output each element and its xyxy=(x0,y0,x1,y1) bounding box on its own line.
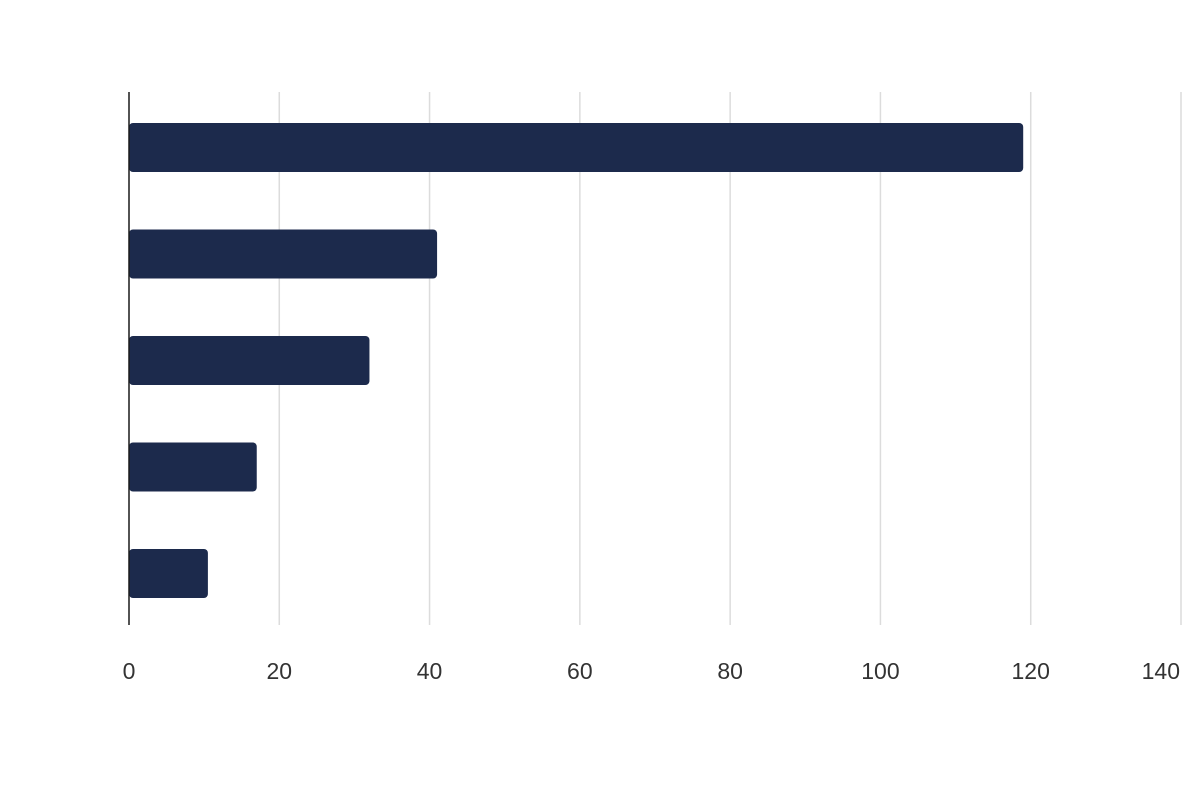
x-tick-label-20: 20 xyxy=(266,658,292,684)
bars xyxy=(129,123,1024,598)
x-tick-label-140: 140 xyxy=(1142,658,1180,684)
x-tick-label-120: 120 xyxy=(1012,658,1050,684)
x-tick-label-100: 100 xyxy=(861,658,899,684)
x-tick-label-80: 80 xyxy=(717,658,743,684)
x-tick-label-40: 40 xyxy=(417,658,443,684)
x-tick-label-0: 0 xyxy=(123,658,136,684)
bar-2 xyxy=(129,229,438,279)
bar-5 xyxy=(129,549,208,598)
gridlines xyxy=(278,92,1182,625)
bar-3 xyxy=(129,336,370,385)
bar-4 xyxy=(129,442,257,492)
bar-1 xyxy=(129,123,1024,172)
x-tick-label-60: 60 xyxy=(567,658,593,684)
x-axis-tick-labels: 0 20 40 60 80 100 120 140 xyxy=(123,658,1180,684)
